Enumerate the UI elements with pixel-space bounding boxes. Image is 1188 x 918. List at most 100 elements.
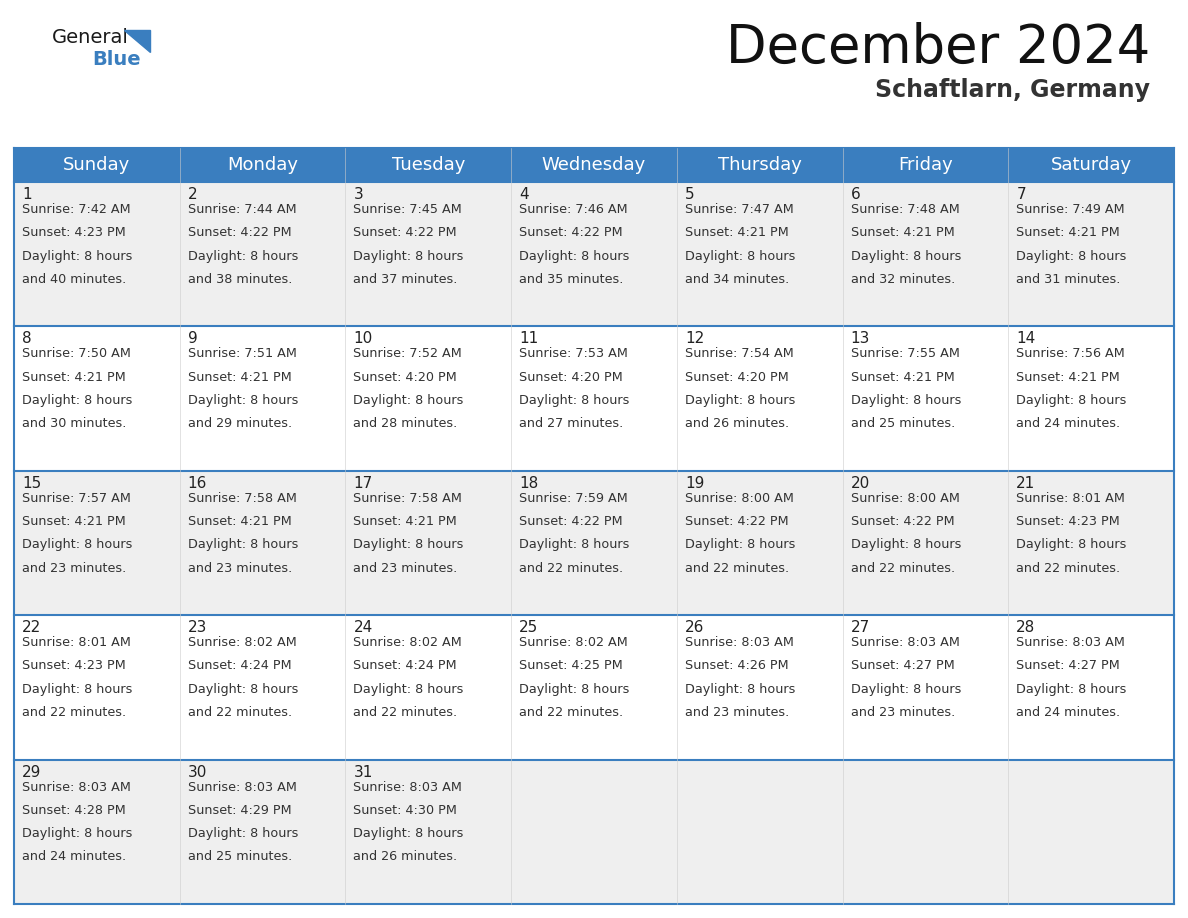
Text: Sunrise: 8:00 AM: Sunrise: 8:00 AM bbox=[851, 492, 960, 505]
Text: and 26 minutes.: and 26 minutes. bbox=[684, 418, 789, 431]
Text: Daylight: 8 hours: Daylight: 8 hours bbox=[353, 250, 463, 263]
Bar bbox=[1009, 471, 1174, 615]
Bar bbox=[346, 471, 511, 615]
Bar bbox=[677, 615, 842, 759]
Bar bbox=[677, 182, 842, 327]
Text: 4: 4 bbox=[519, 187, 529, 202]
Text: Tuesday: Tuesday bbox=[392, 156, 465, 174]
Bar bbox=[1009, 327, 1174, 471]
Text: Sunrise: 7:54 AM: Sunrise: 7:54 AM bbox=[684, 347, 794, 361]
Text: 13: 13 bbox=[851, 331, 870, 346]
Text: and 22 minutes.: and 22 minutes. bbox=[519, 706, 624, 719]
Text: Sunrise: 7:59 AM: Sunrise: 7:59 AM bbox=[519, 492, 628, 505]
Bar bbox=[842, 759, 1009, 904]
Bar bbox=[14, 759, 179, 904]
Text: Sunrise: 7:55 AM: Sunrise: 7:55 AM bbox=[851, 347, 960, 361]
Text: 22: 22 bbox=[23, 621, 42, 635]
Text: 25: 25 bbox=[519, 621, 538, 635]
Bar bbox=[511, 327, 677, 471]
Text: Daylight: 8 hours: Daylight: 8 hours bbox=[23, 538, 132, 552]
Text: Sunday: Sunday bbox=[63, 156, 131, 174]
Text: 14: 14 bbox=[1016, 331, 1036, 346]
Bar bbox=[179, 327, 346, 471]
Text: Daylight: 8 hours: Daylight: 8 hours bbox=[353, 394, 463, 407]
Text: 30: 30 bbox=[188, 765, 207, 779]
Text: Daylight: 8 hours: Daylight: 8 hours bbox=[519, 394, 630, 407]
Bar bbox=[511, 759, 677, 904]
Text: Daylight: 8 hours: Daylight: 8 hours bbox=[519, 250, 630, 263]
Text: Sunrise: 7:50 AM: Sunrise: 7:50 AM bbox=[23, 347, 131, 361]
Text: Sunset: 4:27 PM: Sunset: 4:27 PM bbox=[851, 659, 954, 673]
Text: Sunset: 4:23 PM: Sunset: 4:23 PM bbox=[23, 659, 126, 673]
Text: December 2024: December 2024 bbox=[726, 22, 1150, 74]
Text: Daylight: 8 hours: Daylight: 8 hours bbox=[851, 683, 961, 696]
Text: and 29 minutes.: and 29 minutes. bbox=[188, 418, 292, 431]
Text: 31: 31 bbox=[353, 765, 373, 779]
Bar bbox=[179, 182, 346, 327]
Text: and 38 minutes.: and 38 minutes. bbox=[188, 273, 292, 285]
Text: 16: 16 bbox=[188, 476, 207, 491]
Text: Sunset: 4:20 PM: Sunset: 4:20 PM bbox=[684, 371, 789, 384]
Bar bbox=[346, 759, 511, 904]
Text: Sunset: 4:27 PM: Sunset: 4:27 PM bbox=[1016, 659, 1120, 673]
Text: 10: 10 bbox=[353, 331, 373, 346]
Text: 8: 8 bbox=[23, 331, 32, 346]
Text: Friday: Friday bbox=[898, 156, 953, 174]
Text: Daylight: 8 hours: Daylight: 8 hours bbox=[684, 683, 795, 696]
Text: Daylight: 8 hours: Daylight: 8 hours bbox=[23, 683, 132, 696]
Text: and 25 minutes.: and 25 minutes. bbox=[188, 850, 292, 864]
Text: Sunrise: 7:58 AM: Sunrise: 7:58 AM bbox=[188, 492, 297, 505]
Text: and 37 minutes.: and 37 minutes. bbox=[353, 273, 457, 285]
Text: Daylight: 8 hours: Daylight: 8 hours bbox=[519, 683, 630, 696]
Text: Sunset: 4:22 PM: Sunset: 4:22 PM bbox=[851, 515, 954, 528]
Text: Sunset: 4:28 PM: Sunset: 4:28 PM bbox=[23, 804, 126, 817]
Bar bbox=[346, 327, 511, 471]
Text: Daylight: 8 hours: Daylight: 8 hours bbox=[353, 683, 463, 696]
Text: and 24 minutes.: and 24 minutes. bbox=[23, 850, 126, 864]
Bar bbox=[511, 471, 677, 615]
Text: 15: 15 bbox=[23, 476, 42, 491]
Text: Sunrise: 7:56 AM: Sunrise: 7:56 AM bbox=[1016, 347, 1125, 361]
Bar bbox=[677, 759, 842, 904]
Text: Sunset: 4:21 PM: Sunset: 4:21 PM bbox=[851, 227, 954, 240]
Text: and 23 minutes.: and 23 minutes. bbox=[23, 562, 126, 575]
Text: Sunset: 4:30 PM: Sunset: 4:30 PM bbox=[353, 804, 457, 817]
Text: Daylight: 8 hours: Daylight: 8 hours bbox=[851, 538, 961, 552]
Bar bbox=[14, 327, 179, 471]
Text: and 34 minutes.: and 34 minutes. bbox=[684, 273, 789, 285]
Text: Sunset: 4:22 PM: Sunset: 4:22 PM bbox=[519, 515, 623, 528]
Bar bbox=[677, 471, 842, 615]
Text: Sunrise: 7:42 AM: Sunrise: 7:42 AM bbox=[23, 203, 131, 216]
Text: 17: 17 bbox=[353, 476, 373, 491]
Text: Sunset: 4:24 PM: Sunset: 4:24 PM bbox=[188, 659, 291, 673]
Text: and 22 minutes.: and 22 minutes. bbox=[1016, 562, 1120, 575]
Text: Sunrise: 7:45 AM: Sunrise: 7:45 AM bbox=[353, 203, 462, 216]
Text: Sunrise: 8:03 AM: Sunrise: 8:03 AM bbox=[353, 780, 462, 793]
Text: 20: 20 bbox=[851, 476, 870, 491]
Text: and 22 minutes.: and 22 minutes. bbox=[188, 706, 292, 719]
Text: Sunset: 4:21 PM: Sunset: 4:21 PM bbox=[1016, 227, 1120, 240]
Text: Sunrise: 7:51 AM: Sunrise: 7:51 AM bbox=[188, 347, 297, 361]
Text: Sunset: 4:22 PM: Sunset: 4:22 PM bbox=[519, 227, 623, 240]
Text: and 22 minutes.: and 22 minutes. bbox=[519, 562, 624, 575]
Text: Sunrise: 7:44 AM: Sunrise: 7:44 AM bbox=[188, 203, 296, 216]
Text: Sunrise: 8:00 AM: Sunrise: 8:00 AM bbox=[684, 492, 794, 505]
Text: Sunrise: 7:57 AM: Sunrise: 7:57 AM bbox=[23, 492, 131, 505]
Bar bbox=[14, 471, 179, 615]
Text: General: General bbox=[52, 28, 128, 47]
Text: Daylight: 8 hours: Daylight: 8 hours bbox=[684, 538, 795, 552]
Text: Sunrise: 8:02 AM: Sunrise: 8:02 AM bbox=[353, 636, 462, 649]
Text: Daylight: 8 hours: Daylight: 8 hours bbox=[23, 827, 132, 840]
Text: Sunset: 4:26 PM: Sunset: 4:26 PM bbox=[684, 659, 789, 673]
Text: Sunset: 4:22 PM: Sunset: 4:22 PM bbox=[188, 227, 291, 240]
Text: Sunrise: 7:49 AM: Sunrise: 7:49 AM bbox=[1016, 203, 1125, 216]
Text: and 22 minutes.: and 22 minutes. bbox=[684, 562, 789, 575]
Bar bbox=[14, 148, 1174, 182]
Text: and 23 minutes.: and 23 minutes. bbox=[353, 562, 457, 575]
Text: Daylight: 8 hours: Daylight: 8 hours bbox=[188, 394, 298, 407]
Bar bbox=[179, 471, 346, 615]
Bar bbox=[842, 182, 1009, 327]
Text: Sunrise: 8:01 AM: Sunrise: 8:01 AM bbox=[1016, 492, 1125, 505]
Text: Sunrise: 8:03 AM: Sunrise: 8:03 AM bbox=[851, 636, 960, 649]
Text: Saturday: Saturday bbox=[1050, 156, 1132, 174]
